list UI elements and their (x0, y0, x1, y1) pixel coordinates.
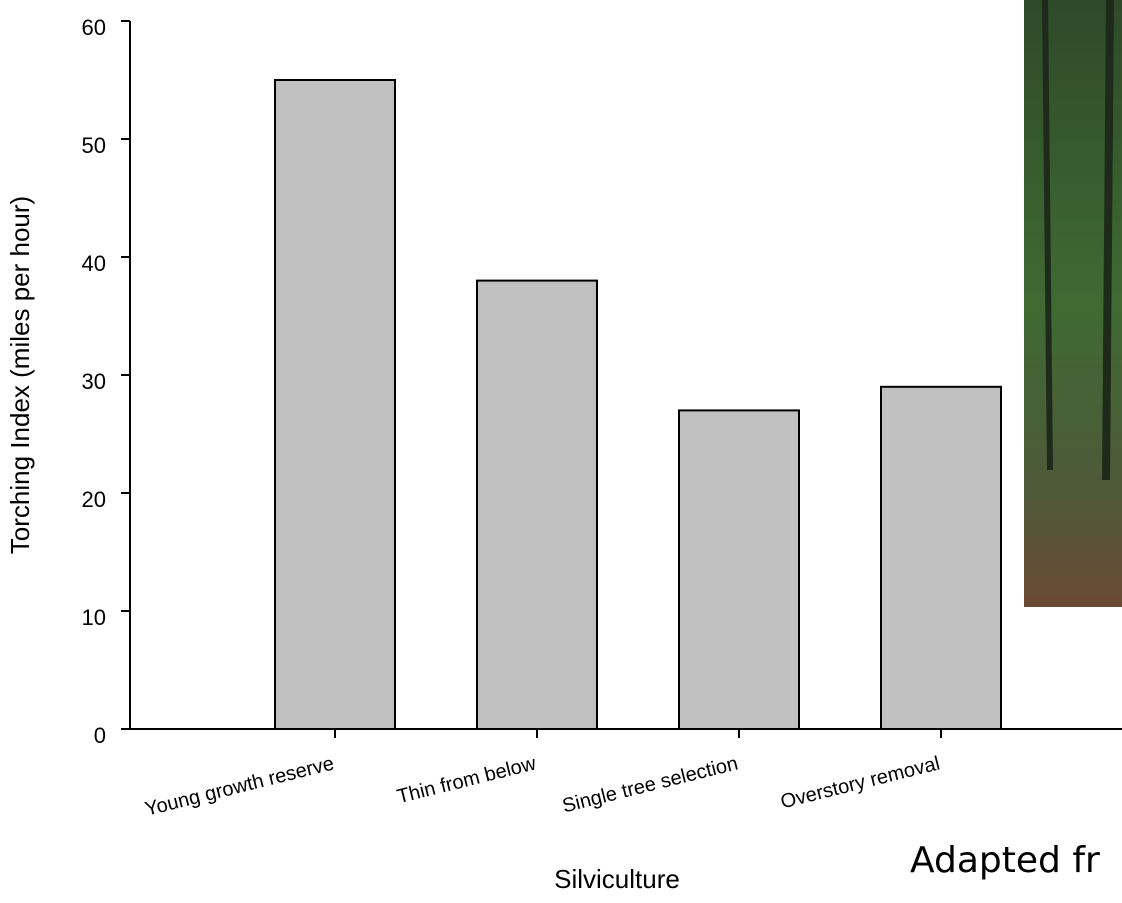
y-tick-label: 60 (82, 15, 106, 40)
y-tick-label: 40 (82, 251, 106, 276)
x-tick-label: Overstory removal (778, 753, 942, 814)
bar (678, 409, 800, 730)
x-axis-label: Silviculture (554, 864, 680, 894)
y-tick-label: 30 (82, 369, 106, 394)
photo-detail (1042, 0, 1053, 471)
bar (880, 385, 1002, 730)
annotation: Adapted fr (910, 840, 1100, 881)
x-tick-label: Thin from below (395, 752, 539, 808)
y-tick-label: 50 (82, 133, 106, 158)
y-tick-label: 0 (94, 723, 106, 748)
bar (476, 279, 598, 730)
y-tick-label: 20 (82, 487, 106, 512)
photo-detail (1102, 0, 1114, 481)
x-tick-label: Single tree selection (560, 753, 740, 818)
y-tick-label: 10 (82, 605, 106, 630)
bar (274, 79, 396, 730)
x-tick-label: Young growth reserve (143, 753, 336, 821)
y-axis-label: Torching Index (miles per hour) (5, 196, 35, 554)
